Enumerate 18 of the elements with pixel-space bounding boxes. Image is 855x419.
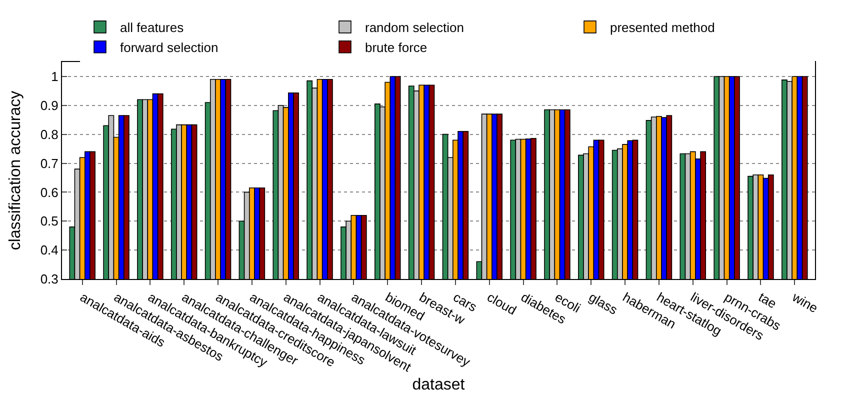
y-tick-label: 0.9 xyxy=(40,98,58,113)
x-tick-label: glass xyxy=(586,289,621,318)
y-tick-label: 0.4 xyxy=(40,242,58,258)
y-tick-label: 0.5 xyxy=(40,214,58,229)
y-tick-label: 0.8 xyxy=(40,126,58,142)
legend-label: forward selection xyxy=(120,40,218,55)
x-tick-label: cloud xyxy=(484,289,520,318)
legend-label: brute force xyxy=(365,40,428,55)
legend-label: presented method xyxy=(610,20,715,36)
y-tick-label: 0.3 xyxy=(40,272,58,287)
legend-label: all features xyxy=(120,20,184,36)
y-tick-label: 1 xyxy=(51,69,58,84)
y-axis-title: classification accuracy xyxy=(7,90,24,250)
y-tick-label: 0.7 xyxy=(40,156,58,171)
legend-label: random selection xyxy=(365,20,464,36)
x-tick-label: wine xyxy=(789,288,821,316)
x-axis-title: dataset xyxy=(412,376,466,394)
y-tick-label: 0.6 xyxy=(40,184,58,200)
